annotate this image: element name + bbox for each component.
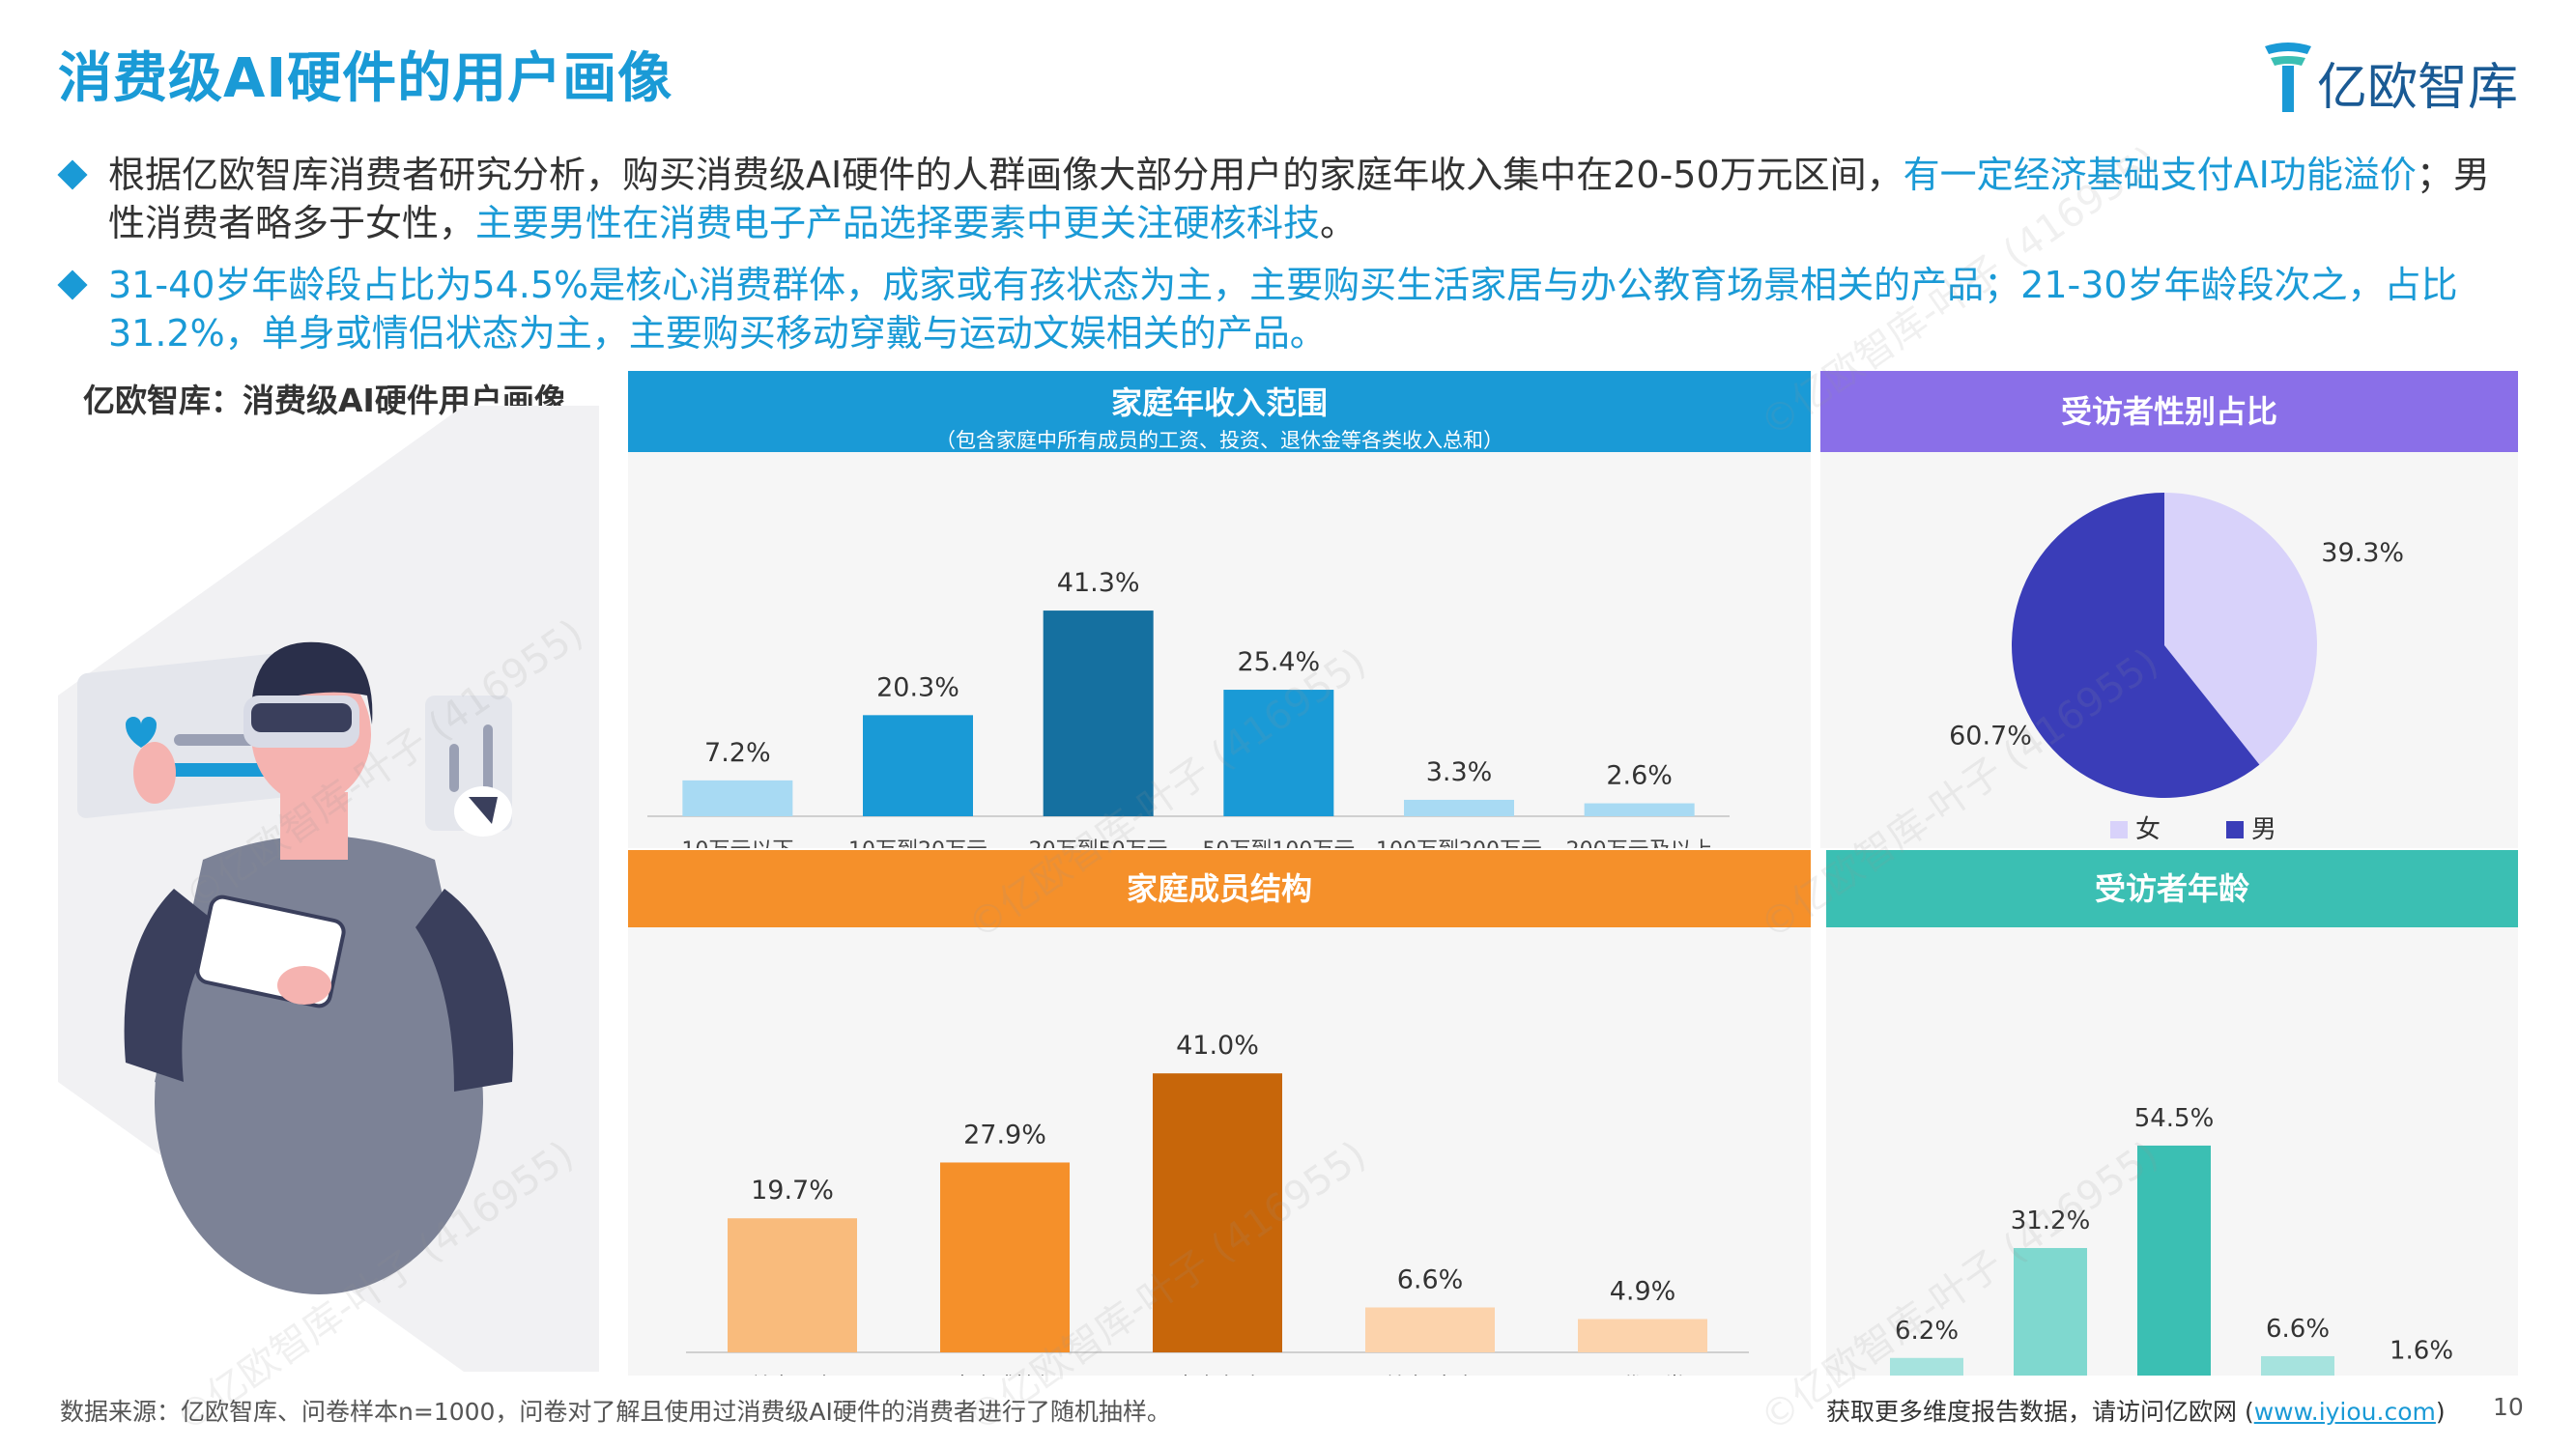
family-bar-chart: 19.7%单身一人27.9%夫妻或情侣41.0%夫妻有孩6.6%单身/夫妻与父母… [686, 1031, 1749, 1376]
logo: 亿欧智库 [2261, 39, 2551, 117]
data-label: 1.6% [2390, 1337, 2453, 1366]
data-source-note: 数据来源：亿欧智库、问卷样本n=1000，问卷对了解且使用过消费级AI硬件的消费… [60, 1398, 1171, 1426]
pie-data-label: 39.3% [2321, 538, 2404, 568]
category-tick-label: 200万元及以上 [1566, 838, 1713, 848]
legend-swatch [2110, 821, 2128, 838]
chart-title: 家庭年收入范围 [1110, 384, 1328, 421]
gender-chart-panel: 受访者性别占比 39.3% 60.7% 女 男 [1820, 371, 2518, 848]
bar [1223, 690, 1334, 816]
bullet-highlight: 有一定经济基础支付AI功能溢价 [1903, 154, 2417, 196]
income-chart-panel: 家庭年收入范围 （包含家庭中所有成员的工资、投资、退休金等各类收入总和） 7.2… [628, 371, 1811, 848]
bullet-income-gender: 根据亿欧智库消费者研究分析，购买消费级AI硬件的人群画像大部分用户的家庭年收入集… [57, 151, 2512, 247]
data-label: 54.5% [2134, 1104, 2215, 1133]
category-tick-label: 夫妻有孩 [1175, 1375, 1260, 1376]
bullet-highlight: 主要男性在消费电子产品选择要素中更关注硬核科技 [475, 202, 1321, 244]
age-chart-header: 受访者年龄 [1826, 850, 2518, 927]
category-tick-label: 100万到200万元 [1376, 838, 1542, 848]
bar [1153, 1073, 1282, 1352]
category-tick-label: 夫妻或情侣 [952, 1375, 1058, 1376]
data-label: 41.3% [1057, 568, 1140, 598]
bar [940, 1162, 1070, 1352]
footer-cta-text: ) [2435, 1398, 2446, 1426]
category-tick-label: 单身一人 [750, 1375, 835, 1376]
legend-label: 男 [2251, 815, 2276, 844]
logo-mark-icon [2265, 43, 2311, 112]
family-chart-header: 家庭成员结构 [628, 850, 1811, 927]
vr-user-illustration [58, 406, 599, 1372]
bar [2261, 1355, 2334, 1376]
legend-swatch [2226, 821, 2244, 838]
page-title: 消费级AI硬件的用户画像 [58, 47, 673, 110]
gender-pie-chart: 39.3% 60.7% 女 男 [1949, 493, 2404, 844]
bullet-text: 根据亿欧智库消费者研究分析，购买消费级AI硬件的人群画像大部分用户的家庭年收入集… [58, 151, 2512, 247]
category-tick-label: 10万到20万元 [848, 838, 987, 848]
bar [1890, 1357, 1963, 1376]
bar [728, 1218, 857, 1352]
chart-title: 受访者年龄 [2094, 870, 2249, 907]
data-label: 31.2% [2011, 1207, 2091, 1235]
legend-label: 女 [2135, 815, 2161, 844]
category-tick-label: 三代同堂 [1600, 1375, 1685, 1376]
data-label: 25.4% [1237, 647, 1320, 677]
category-tick-label: 单身/夫妻 [1384, 1375, 1475, 1376]
bullet-part: 根据亿欧智库消费者研究分析，购买消费级AI硬件的人群画像大部分用户的家庭年收入集… [108, 154, 1903, 196]
data-label: 4.9% [1610, 1276, 1676, 1306]
bar [2137, 1145, 2211, 1376]
income-chart-header: 家庭年收入范围 （包含家庭中所有成员的工资、投资、退休金等各类收入总和） [628, 371, 1811, 452]
data-label: 19.7% [751, 1176, 834, 1206]
bullet-age: 31-40岁年龄段占比为54.5%是核心消费群体，成家或有孩状态为主，主要购买生… [57, 261, 2512, 357]
pie-slice [2164, 493, 2317, 765]
footer-cta: 获取更多维度报告数据，请访问亿欧网 (www.iyiou.com) [1826, 1393, 2446, 1428]
data-label: 27.9% [963, 1120, 1046, 1150]
bullet-part: ；男性消费者略多于女性， [108, 154, 2490, 244]
bullet-part: 。 [1320, 202, 1358, 244]
category-tick-label: 10万元以下 [681, 838, 793, 848]
gender-chart-header: 受访者性别占比 [1820, 371, 2518, 452]
pie-slice [2012, 493, 2260, 798]
chart-title: 家庭成员结构 [1126, 870, 1312, 907]
category-tick-label: 50万到100万元 [1202, 838, 1355, 848]
age-bar-chart: 6.2%20岁及以下31.2%21-30岁54.5%31-40岁6.6%41-5… [1890, 1104, 2453, 1376]
chart-subtitle: （包含家庭中所有成员的工资、投资、退休金等各类收入总和） [935, 429, 1503, 452]
family-chart-panel: 家庭成员结构 19.7% 单身一人 27.9% 夫妻或情侣 41.0% 夫妻有孩 6.6% 单… [628, 850, 1811, 1376]
page-number: 10 [2493, 1393, 2524, 1421]
logo-text: 亿欧智库 [2317, 59, 2519, 117]
data-label: 6.6% [1397, 1265, 1464, 1295]
data-label: 6.2% [1895, 1317, 1959, 1346]
data-label: 6.6% [2266, 1315, 2330, 1344]
data-label: 20.3% [876, 672, 959, 702]
data-label: 3.3% [1426, 757, 1493, 787]
age-chart-panel: 受访者年龄 6.2%20岁及以下31.2%21-30岁54.5%31-40岁6.… [1826, 850, 2518, 1376]
bar [1043, 610, 1154, 816]
category-tick-label: 20万到50万元 [1029, 838, 1168, 848]
income-bar-chart: 7.2%10万元以下20.3%10万到20万元（不含20万）41.3%20万到5… [647, 568, 1730, 848]
bar [1365, 1307, 1495, 1352]
bar [863, 715, 973, 816]
bullet-text: 31-40岁年龄段占比为54.5%是核心消费群体，成家或有孩状态为主，主要购买生… [108, 264, 2458, 355]
data-label: 41.0% [1176, 1031, 1259, 1061]
pie-data-label: 60.7% [1949, 722, 2032, 752]
bar [1584, 803, 1695, 816]
footer-cta-text: 获取更多维度报告数据，请访问亿欧网 ( [1826, 1398, 2254, 1426]
bar [1578, 1319, 1707, 1352]
bar [2014, 1247, 2087, 1376]
chart-title: 受访者性别占比 [2060, 393, 2277, 430]
data-label: 7.2% [704, 738, 771, 768]
bar [1404, 799, 1514, 816]
website-link[interactable]: www.iyiou.com [2253, 1398, 2436, 1426]
bar [682, 780, 793, 816]
data-label: 2.6% [1606, 761, 1673, 791]
